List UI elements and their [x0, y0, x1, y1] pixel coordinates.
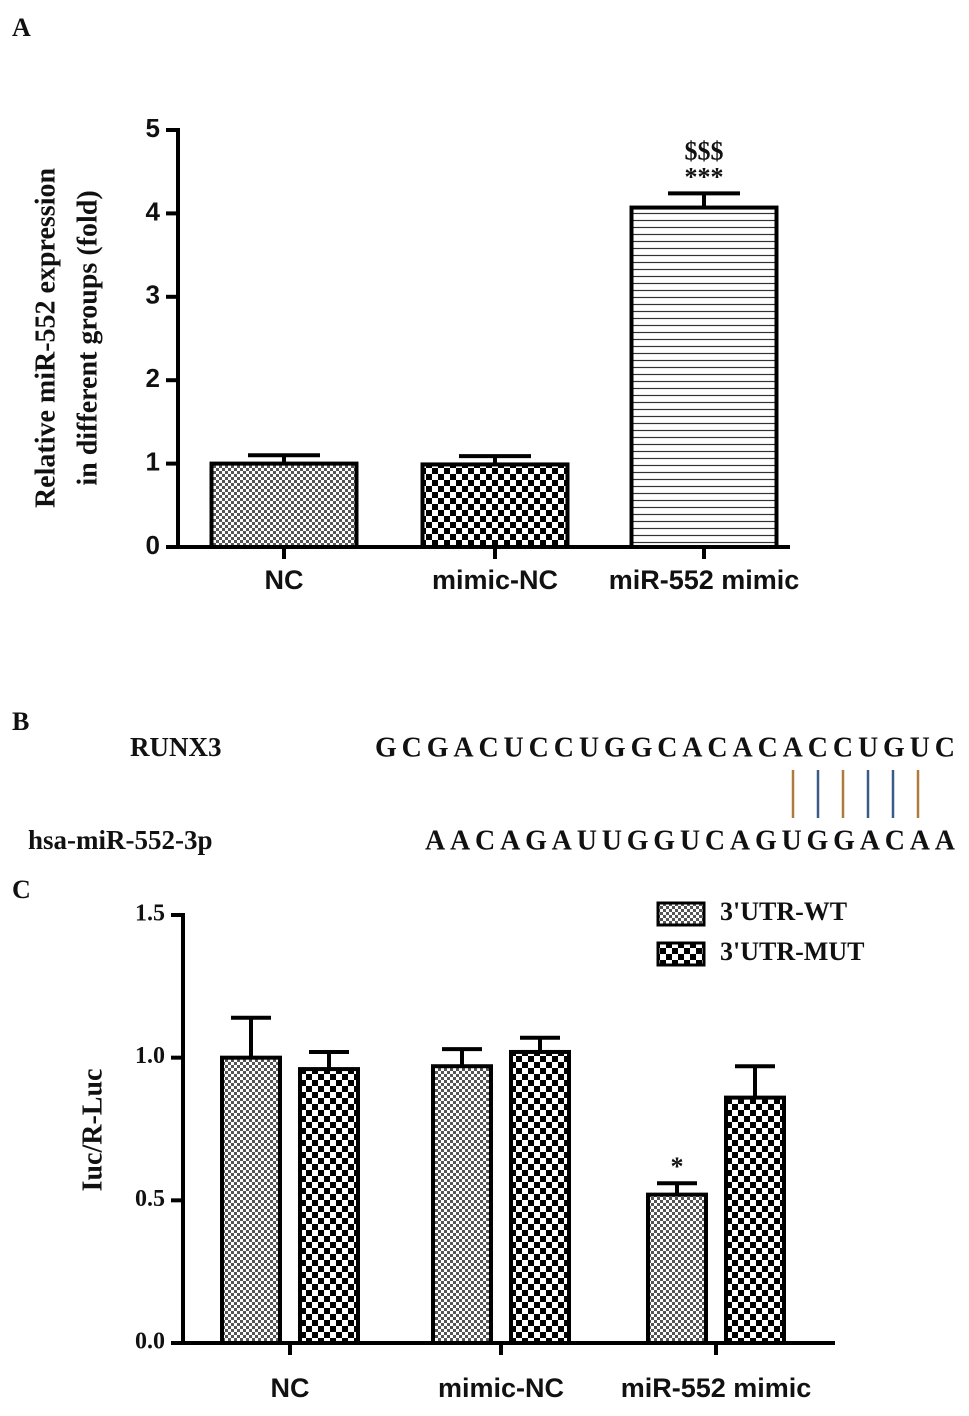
sequence: AACAGAUUGGUCAGUGGACAA: [425, 825, 956, 856]
error-bar: [309, 1049, 349, 1070]
bar: [724, 1095, 786, 1345]
x-tick-label: miR-552 mimic: [621, 1373, 812, 1403]
error-bar: [231, 1015, 271, 1058]
y-axis-label: in different groups (fold): [72, 190, 103, 485]
x-tick-label: miR-552 mimic: [609, 565, 800, 595]
y-axis-label: Iuc/R-Luc: [77, 1069, 108, 1192]
x-tick-label: mimic-NC: [438, 1373, 564, 1403]
bar: [298, 1067, 360, 1345]
legend-label: 3'UTR-WT: [720, 897, 847, 926]
legend-swatch: [656, 901, 706, 927]
bar: [420, 462, 570, 549]
bar: [431, 1064, 493, 1346]
annotation: ***: [685, 162, 724, 191]
sequence-name: RUNX3: [130, 732, 222, 762]
x-tick-label: mimic-NC: [432, 565, 558, 595]
bar: [646, 1192, 708, 1346]
panel-label: C: [12, 875, 31, 904]
error-bar: [735, 1064, 775, 1098]
annotation: *: [671, 1152, 684, 1181]
bar: [629, 205, 779, 549]
y-tick-label: 3: [146, 280, 160, 310]
y-tick-label: 0.0: [135, 1329, 165, 1355]
base-pairs: [791, 770, 920, 818]
annotation: $$$: [685, 136, 724, 165]
panel-label: A: [12, 13, 31, 42]
x-tick-label: NC: [265, 565, 304, 595]
y-tick-label: 1: [146, 446, 160, 476]
legend-swatch: [656, 941, 706, 967]
y-tick-label: 0: [146, 530, 160, 560]
y-tick-label: 4: [146, 196, 161, 226]
y-tick-label: 1.5: [135, 901, 165, 927]
bar: [509, 1049, 571, 1345]
y-tick-label: 1.0: [135, 1043, 165, 1069]
sequence-name: hsa-miR-552-3p: [28, 825, 213, 855]
bar: [220, 1055, 282, 1345]
bar: [209, 461, 359, 550]
y-tick-label: 0.5: [135, 1186, 165, 1212]
y-axis-label: Relative miR-552 expression: [30, 168, 61, 509]
error-bar: [668, 191, 740, 208]
panel-label: B: [12, 707, 29, 736]
sequence: GCGACUCCUGGCACACACCUGUC: [375, 732, 955, 763]
y-tick-label: 5: [146, 113, 160, 143]
error-bar: [442, 1047, 482, 1067]
legend-label: 3'UTR-MUT: [720, 937, 864, 966]
error-bar: [520, 1035, 560, 1052]
y-tick-label: 2: [146, 363, 160, 393]
x-tick-label: NC: [271, 1373, 310, 1403]
